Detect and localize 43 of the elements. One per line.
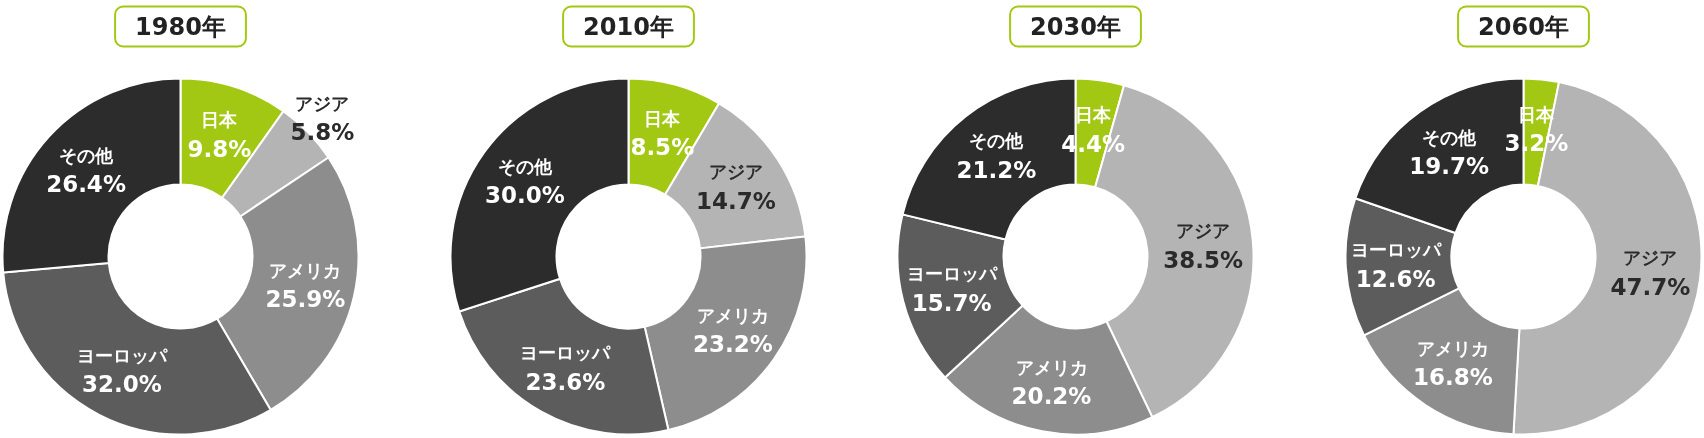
data-label: 30.0% [485,182,565,209]
slice-label: 日本 [644,107,682,129]
data-label: 20.2% [1011,383,1092,410]
slice-label: アジア [295,92,350,114]
data-label: 38.5% [1163,246,1243,273]
slice-label: ヨーロッパ [520,342,612,364]
slice-label: アジア [1623,247,1678,269]
slice-label: アメリカ [1416,337,1489,359]
slice-label: ヨーロッパ [906,263,998,285]
data-label: 12.6% [1355,265,1436,292]
data-label: 47.7% [1610,273,1691,300]
data-label: 4.4% [1061,130,1126,157]
slice-label: 日本 [201,109,239,131]
data-label: 21.2% [956,156,1037,183]
data-label: 5.8% [290,119,355,146]
data-label: 3.2% [1504,130,1569,157]
chart-title: 2030年 [1030,12,1121,41]
data-label: 32.0% [82,371,162,398]
chart-title: 2010年 [583,12,674,41]
data-label: 25.9% [265,286,346,313]
slice-label: アメリカ [1015,356,1088,378]
slice-label: アメリカ [696,304,769,326]
data-label: 14.7% [696,187,776,214]
slice-label: ヨーロッパ [1350,239,1442,261]
data-label: 19.7% [1409,153,1490,180]
slice-label: アジア [1176,220,1231,242]
slice-label: アメリカ [269,259,342,281]
data-label: 23.6% [525,368,606,395]
slice-label: 日本 [1075,104,1113,126]
data-label: 8.5% [630,134,695,161]
slice-label: その他 [497,155,553,177]
data-label: 9.8% [187,135,252,162]
data-label: 16.8% [1412,364,1493,391]
slice-label: その他 [1422,126,1478,148]
slice-label: その他 [59,144,115,166]
chart-title: 1980年 [135,12,226,41]
data-label: 26.4% [46,171,126,198]
slice-label: アジア [708,161,763,183]
slice-label: その他 [969,130,1025,152]
slice-label: ヨーロッパ [76,344,168,366]
chart-title: 2060年 [1478,12,1569,41]
data-label: 15.7% [911,289,992,316]
data-label: 23.2% [693,331,773,358]
